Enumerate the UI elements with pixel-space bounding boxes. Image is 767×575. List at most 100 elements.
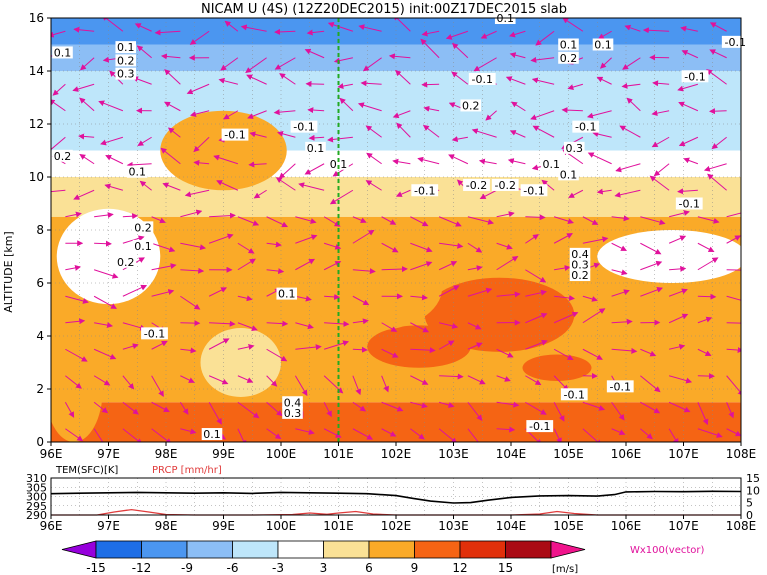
wind-vector <box>439 373 464 380</box>
colorbar-tick-label: -3 <box>272 561 284 575</box>
wind-vector <box>554 265 571 272</box>
wind-vector <box>122 284 148 297</box>
wind-vector <box>525 289 547 297</box>
wind-vector <box>72 83 95 92</box>
colorbar-cells <box>61 540 586 559</box>
wind-vector <box>193 159 210 166</box>
wind-vector <box>706 69 727 85</box>
wind-vector <box>381 216 397 225</box>
contour-label-text: 0.1 <box>330 158 348 171</box>
contour-label: 0.2 <box>569 269 591 282</box>
wind-vector <box>621 82 641 89</box>
contour-label-text: 0.1 <box>54 46 72 59</box>
contour-label: -0.1 <box>572 121 600 134</box>
wind-vector <box>180 295 201 310</box>
wind-vector <box>525 234 539 244</box>
wind-vector <box>597 30 612 40</box>
x-tick-label: 99E <box>212 447 235 461</box>
contour-label-text: 0.2 <box>117 54 135 67</box>
wind-vector <box>295 428 315 435</box>
wind-vector <box>65 264 82 271</box>
series-line-1 <box>51 508 741 516</box>
wind-vector <box>323 402 332 418</box>
wind-vector <box>94 212 114 219</box>
wind-vector <box>709 49 727 59</box>
wind-vector <box>668 375 693 384</box>
contour-label-text: 0.1 <box>543 158 561 171</box>
wind-vector <box>410 242 433 253</box>
wind-vector <box>642 27 670 34</box>
wind-vector <box>582 216 599 225</box>
wind-vector <box>496 291 521 298</box>
wind-vector <box>164 101 181 112</box>
wind-vector <box>697 257 719 271</box>
wind-vector <box>295 258 316 271</box>
contour-label-bg <box>592 38 614 51</box>
wind-vector <box>352 346 368 353</box>
wind-vector <box>365 180 382 191</box>
x-tick-label: 103E <box>438 447 469 461</box>
contour-label-bg <box>115 67 137 80</box>
x-tick-label: 96E <box>40 447 63 461</box>
wind-vector <box>683 157 699 165</box>
wind-vector <box>277 130 296 138</box>
wind-vector <box>274 57 296 70</box>
wind-vector <box>273 109 296 116</box>
wind-vector <box>122 375 135 390</box>
wind-vector <box>410 216 429 227</box>
wind-vector <box>295 234 318 244</box>
wind-vector <box>392 110 411 119</box>
wind-vector <box>709 22 727 32</box>
wind-vector <box>65 295 89 304</box>
wind-vector <box>381 322 398 332</box>
wind-vector <box>567 83 584 90</box>
contour-label-text: 0.4 <box>571 248 589 261</box>
contour-label: 0.4 <box>282 396 303 409</box>
colorbar-cell <box>459 540 506 559</box>
wind-vector <box>678 136 699 147</box>
colorbar-cell <box>323 540 370 559</box>
wind-vector <box>381 375 389 393</box>
wind-vector <box>451 71 469 85</box>
wind-vector <box>278 163 296 179</box>
wind-vector <box>180 320 201 327</box>
wind-vector <box>467 265 483 272</box>
contour-label-bg <box>305 141 326 154</box>
wind-vector <box>568 189 584 198</box>
wind-vector <box>180 242 207 251</box>
wind-vector <box>496 211 515 218</box>
wind-vector <box>237 375 254 383</box>
wind-vector <box>295 322 314 330</box>
colorbar-min-triangle <box>61 540 97 559</box>
wind-vector <box>726 375 741 397</box>
wind-vector <box>274 28 296 35</box>
wind-vector <box>180 267 205 274</box>
wind-vector <box>323 261 342 271</box>
wind-vector <box>410 322 430 333</box>
wind-vector <box>509 52 526 59</box>
contour-label: 0.1 <box>201 428 223 441</box>
wind-vector <box>218 77 238 85</box>
wind-vector <box>640 260 663 271</box>
contour-label-text: 0.1 <box>129 166 147 179</box>
contour-label-text: 0.3 <box>284 407 302 420</box>
wind-vector <box>535 30 555 46</box>
wind-vector <box>381 266 408 273</box>
wind-vector <box>323 216 341 227</box>
wind-vector <box>122 401 139 415</box>
wind-vector <box>94 240 112 247</box>
wind-vector <box>525 214 546 221</box>
contour-label: 0.2 <box>115 256 137 269</box>
wind-vector <box>726 295 741 301</box>
contour-label: 0.1 <box>592 38 614 52</box>
wind-vector <box>421 30 440 37</box>
wind-vector <box>677 83 699 92</box>
wind-vector <box>51 136 66 155</box>
contour-label: 0.1 <box>276 287 298 301</box>
contour-label: -0.1 <box>560 388 588 401</box>
wind-vector <box>237 295 253 302</box>
wind-vector <box>509 130 526 138</box>
wind-vector <box>151 375 164 398</box>
contour-label-text: 0.1 <box>134 240 152 253</box>
